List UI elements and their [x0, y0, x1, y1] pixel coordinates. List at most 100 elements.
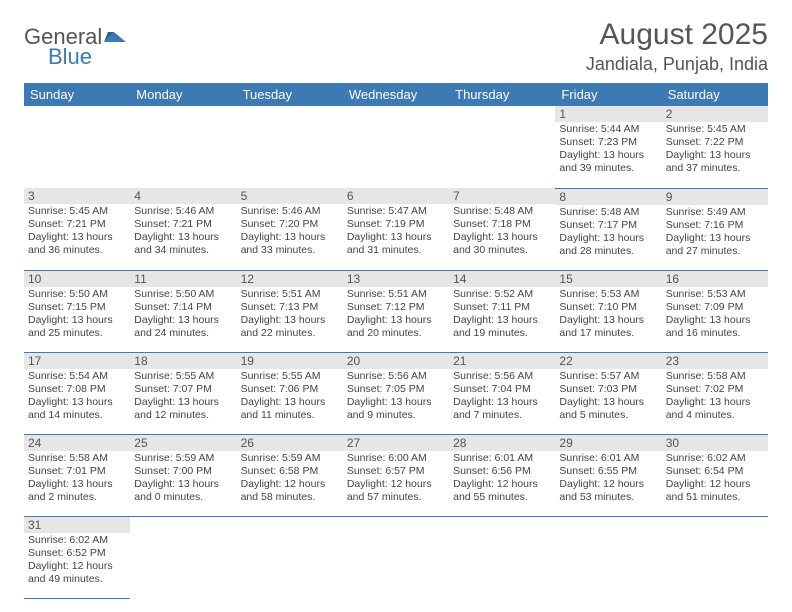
sunset-line: Sunset: 7:20 PM	[241, 218, 339, 231]
sunset-line: Sunset: 7:01 PM	[28, 465, 126, 478]
sunset-line: Sunset: 7:19 PM	[347, 218, 445, 231]
calendar-cell: 25Sunrise: 5:59 AMSunset: 7:00 PMDayligh…	[130, 434, 236, 516]
day-number: 12	[237, 271, 343, 287]
sunset-line: Sunset: 6:52 PM	[28, 547, 126, 560]
daylight-line-2: and 49 minutes.	[28, 573, 126, 586]
daylight-line-1: Daylight: 13 hours	[28, 231, 126, 244]
daylight-line-1: Daylight: 12 hours	[666, 478, 764, 491]
sunset-line: Sunset: 7:05 PM	[347, 383, 445, 396]
sunset-line: Sunset: 7:08 PM	[28, 383, 126, 396]
calendar-cell: 4Sunrise: 5:46 AMSunset: 7:21 PMDaylight…	[130, 188, 236, 270]
daylight-line-2: and 11 minutes.	[241, 409, 339, 422]
sunrise-line: Sunrise: 5:58 AM	[666, 370, 764, 383]
daylight-line-2: and 24 minutes.	[134, 327, 232, 340]
calendar-cell: 2Sunrise: 5:45 AMSunset: 7:22 PMDaylight…	[662, 106, 768, 188]
calendar-cell	[237, 516, 343, 598]
calendar-table: SundayMondayTuesdayWednesdayThursdayFrid…	[24, 83, 768, 599]
sunrise-line: Sunrise: 5:52 AM	[453, 288, 551, 301]
calendar-cell: 1Sunrise: 5:44 AMSunset: 7:23 PMDaylight…	[555, 106, 661, 188]
calendar-cell: 23Sunrise: 5:58 AMSunset: 7:02 PMDayligh…	[662, 352, 768, 434]
sunset-line: Sunset: 7:16 PM	[666, 219, 764, 232]
sunset-line: Sunset: 7:06 PM	[241, 383, 339, 396]
daylight-line-1: Daylight: 13 hours	[347, 396, 445, 409]
calendar-cell	[555, 516, 661, 598]
weekday-header: Saturday	[662, 83, 768, 106]
daylight-line-1: Daylight: 13 hours	[666, 149, 764, 162]
sunrise-line: Sunrise: 5:59 AM	[134, 452, 232, 465]
calendar-cell: 27Sunrise: 6:00 AMSunset: 6:57 PMDayligh…	[343, 434, 449, 516]
sunset-line: Sunset: 7:09 PM	[666, 301, 764, 314]
sunrise-line: Sunrise: 6:01 AM	[453, 452, 551, 465]
calendar-cell	[24, 106, 130, 188]
day-number: 22	[555, 353, 661, 369]
sunrise-line: Sunrise: 5:45 AM	[666, 123, 764, 136]
day-number: 16	[662, 271, 768, 287]
daylight-line-1: Daylight: 13 hours	[559, 314, 657, 327]
sunrise-line: Sunrise: 5:48 AM	[453, 205, 551, 218]
sunset-line: Sunset: 7:10 PM	[559, 301, 657, 314]
day-number: 13	[343, 271, 449, 287]
sunrise-line: Sunrise: 5:59 AM	[241, 452, 339, 465]
daylight-line-2: and 5 minutes.	[559, 409, 657, 422]
sunrise-line: Sunrise: 5:50 AM	[28, 288, 126, 301]
daylight-line-1: Daylight: 12 hours	[241, 478, 339, 491]
daylight-line-2: and 17 minutes.	[559, 327, 657, 340]
calendar-cell: 21Sunrise: 5:56 AMSunset: 7:04 PMDayligh…	[449, 352, 555, 434]
daylight-line-1: Daylight: 13 hours	[134, 396, 232, 409]
daylight-line-1: Daylight: 13 hours	[559, 149, 657, 162]
sunset-line: Sunset: 7:14 PM	[134, 301, 232, 314]
day-number: 10	[24, 271, 130, 287]
sunrise-line: Sunrise: 5:55 AM	[134, 370, 232, 383]
daylight-line-1: Daylight: 12 hours	[347, 478, 445, 491]
daylight-line-1: Daylight: 12 hours	[453, 478, 551, 491]
sunrise-line: Sunrise: 5:45 AM	[28, 205, 126, 218]
sunset-line: Sunset: 7:02 PM	[666, 383, 764, 396]
sunset-line: Sunset: 7:18 PM	[453, 218, 551, 231]
day-number: 19	[237, 353, 343, 369]
calendar-cell: 24Sunrise: 5:58 AMSunset: 7:01 PMDayligh…	[24, 434, 130, 516]
day-number: 9	[662, 189, 768, 205]
daylight-line-2: and 28 minutes.	[559, 245, 657, 258]
calendar-cell: 19Sunrise: 5:55 AMSunset: 7:06 PMDayligh…	[237, 352, 343, 434]
calendar-cell	[449, 106, 555, 188]
calendar-cell: 7Sunrise: 5:48 AMSunset: 7:18 PMDaylight…	[449, 188, 555, 270]
day-number: 29	[555, 435, 661, 451]
sunrise-line: Sunrise: 6:02 AM	[666, 452, 764, 465]
sunrise-line: Sunrise: 5:55 AM	[241, 370, 339, 383]
sunrise-line: Sunrise: 6:01 AM	[559, 452, 657, 465]
daylight-line-2: and 12 minutes.	[134, 409, 232, 422]
daylight-line-1: Daylight: 13 hours	[666, 314, 764, 327]
daylight-line-2: and 7 minutes.	[453, 409, 551, 422]
weekday-header: Sunday	[24, 83, 130, 106]
day-number: 18	[130, 353, 236, 369]
sunset-line: Sunset: 7:03 PM	[559, 383, 657, 396]
calendar-cell: 20Sunrise: 5:56 AMSunset: 7:05 PMDayligh…	[343, 352, 449, 434]
daylight-line-1: Daylight: 13 hours	[134, 231, 232, 244]
day-number: 25	[130, 435, 236, 451]
sunrise-line: Sunrise: 5:53 AM	[666, 288, 764, 301]
day-number: 26	[237, 435, 343, 451]
daylight-line-2: and 9 minutes.	[347, 409, 445, 422]
sunrise-line: Sunrise: 5:51 AM	[347, 288, 445, 301]
sunrise-line: Sunrise: 6:00 AM	[347, 452, 445, 465]
daylight-line-1: Daylight: 13 hours	[241, 231, 339, 244]
daylight-line-2: and 34 minutes.	[134, 244, 232, 257]
calendar-cell: 17Sunrise: 5:54 AMSunset: 7:08 PMDayligh…	[24, 352, 130, 434]
daylight-line-1: Daylight: 13 hours	[241, 396, 339, 409]
day-number: 27	[343, 435, 449, 451]
daylight-line-1: Daylight: 13 hours	[453, 231, 551, 244]
daylight-line-2: and 31 minutes.	[347, 244, 445, 257]
page-subtitle: Jandiala, Punjab, India	[586, 54, 768, 75]
weekday-header: Friday	[555, 83, 661, 106]
sunset-line: Sunset: 7:15 PM	[28, 301, 126, 314]
sunset-line: Sunset: 6:57 PM	[347, 465, 445, 478]
daylight-line-1: Daylight: 13 hours	[134, 314, 232, 327]
calendar-cell: 29Sunrise: 6:01 AMSunset: 6:55 PMDayligh…	[555, 434, 661, 516]
sunset-line: Sunset: 7:23 PM	[559, 136, 657, 149]
calendar-cell: 26Sunrise: 5:59 AMSunset: 6:58 PMDayligh…	[237, 434, 343, 516]
sunset-line: Sunset: 7:13 PM	[241, 301, 339, 314]
sunrise-line: Sunrise: 5:48 AM	[559, 206, 657, 219]
daylight-line-1: Daylight: 13 hours	[666, 396, 764, 409]
calendar-cell	[662, 516, 768, 598]
calendar-cell: 8Sunrise: 5:48 AMSunset: 7:17 PMDaylight…	[555, 188, 661, 270]
